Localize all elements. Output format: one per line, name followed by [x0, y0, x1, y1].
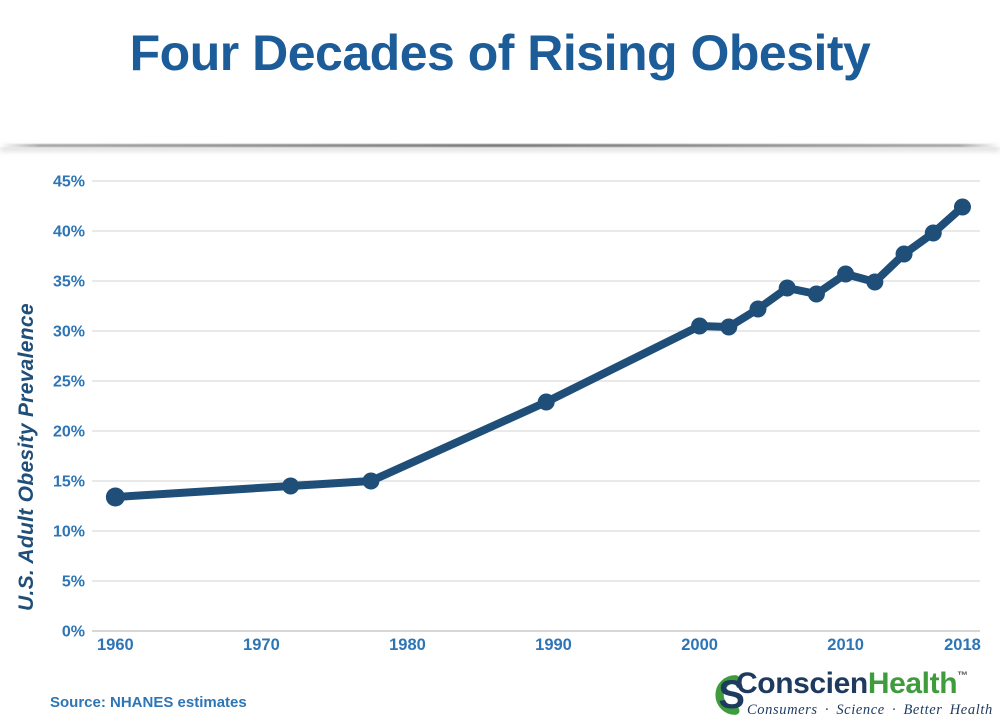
- data-point: [778, 279, 796, 297]
- y-axis-title: U.S. Adult Obesity Prevalence: [15, 303, 38, 611]
- data-point: [362, 472, 380, 490]
- y-tick-label: 0%: [62, 624, 85, 641]
- y-tick-label: 10%: [53, 524, 85, 541]
- x-tick-label: 2010: [827, 636, 864, 654]
- y-tick-label: 15%: [53, 474, 85, 491]
- data-point: [720, 318, 738, 336]
- data-point: [691, 317, 709, 335]
- page-title: Four Decades of Rising Obesity: [129, 25, 871, 81]
- y-tick-label: 40%: [53, 224, 85, 241]
- x-tick-label: 1980: [389, 636, 426, 654]
- y-tick-label: 30%: [53, 324, 85, 341]
- logo-name-health: Health: [867, 667, 958, 700]
- data-point: [895, 245, 913, 263]
- x-tick-label: 1960: [97, 636, 134, 654]
- y-tick-label: 20%: [53, 424, 85, 441]
- x-tick-label: 2018: [944, 636, 981, 654]
- data-point: [749, 300, 767, 318]
- source-note: Source: NHANES estimates: [50, 694, 247, 711]
- data-point: [807, 285, 825, 303]
- data-point: [282, 477, 300, 495]
- x-tick-label: 2000: [681, 636, 718, 654]
- data-point: [866, 273, 884, 291]
- x-tick-label: 1970: [243, 636, 280, 654]
- data-point: [953, 198, 971, 216]
- data-point: [837, 265, 855, 283]
- header-divider-shadow: [0, 144, 1000, 147]
- y-tick-label: 35%: [53, 274, 85, 291]
- header: Four Decades of Rising Obesity: [0, 0, 1000, 144]
- logo-s-glyph: S: [718, 673, 745, 717]
- logo-c-glyph: [715, 675, 740, 715]
- y-tick-label: 25%: [53, 374, 85, 391]
- x-tick-label: 1990: [535, 636, 572, 654]
- trademark-symbol: ™: [957, 670, 969, 682]
- conscienhealth-logo: S ConscienHealth™ Consumers · Science · …: [703, 666, 995, 724]
- data-point: [924, 224, 942, 242]
- data-point: [105, 487, 125, 507]
- logo-name-conscien: Conscien: [736, 667, 868, 700]
- y-tick-label: 5%: [62, 574, 85, 591]
- data-line: [111, 203, 967, 501]
- y-tick-label: 45%: [53, 174, 85, 191]
- data-point: [537, 393, 555, 411]
- logo-tagline: Consumers · Science · Better Health: [747, 702, 993, 718]
- logo-cs-monogram-icon: S: [715, 673, 745, 717]
- logo-wordmark: ConscienHealth™: [736, 667, 968, 701]
